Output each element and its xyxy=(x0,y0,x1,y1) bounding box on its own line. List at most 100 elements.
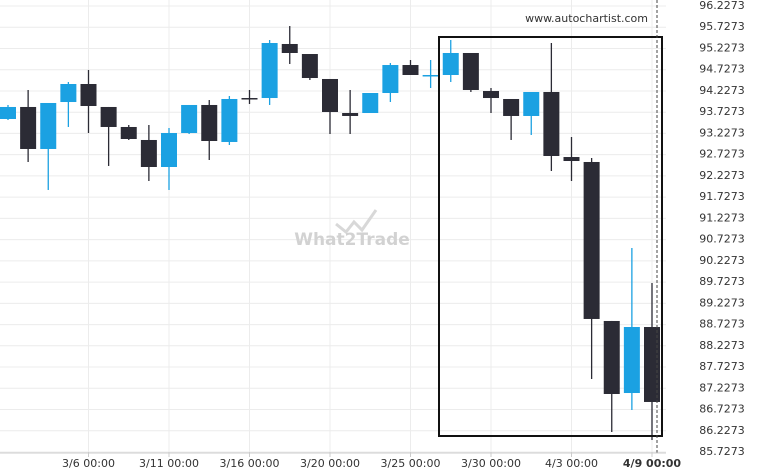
candle xyxy=(483,87,499,114)
candle xyxy=(140,124,157,182)
y-tick-label: 90.7273 xyxy=(699,233,745,246)
candle-body xyxy=(201,104,218,142)
candle xyxy=(623,247,640,411)
candle-body xyxy=(623,327,640,394)
watermark: What2Trade xyxy=(294,209,410,250)
candle-body xyxy=(503,98,520,116)
candle-body xyxy=(0,106,16,119)
candle-body xyxy=(442,52,459,75)
y-tick-label: 91.2273 xyxy=(699,211,745,224)
candle xyxy=(402,59,419,75)
candle xyxy=(161,128,177,190)
y-tick-label: 94.2273 xyxy=(699,84,745,97)
y-tick-label: 86.2273 xyxy=(699,424,745,437)
candle xyxy=(362,93,379,114)
candle-body xyxy=(422,74,439,77)
candle xyxy=(503,98,520,140)
y-tick-label: 93.7273 xyxy=(699,105,745,118)
candle xyxy=(301,54,318,81)
y-tick-label: 92.2273 xyxy=(699,169,745,182)
x-tick-label: 3/11 00:00 xyxy=(139,457,199,470)
y-tick-label: 96.2273 xyxy=(699,0,745,12)
candle xyxy=(442,39,459,83)
candle-body xyxy=(382,65,399,94)
candle xyxy=(523,91,540,136)
candle xyxy=(120,124,137,140)
candle-body xyxy=(563,157,580,162)
candle xyxy=(241,89,258,105)
candle-body xyxy=(603,320,620,394)
candle xyxy=(20,89,37,162)
x-tick-label: 4/9 00:00 xyxy=(623,457,682,470)
candle xyxy=(181,104,198,134)
candle xyxy=(201,100,218,160)
candle-body xyxy=(281,43,298,53)
candle-body xyxy=(241,98,258,100)
candle xyxy=(603,320,620,433)
candle xyxy=(322,78,338,134)
candle xyxy=(382,63,399,103)
candle xyxy=(100,106,117,166)
candle-body xyxy=(583,161,600,319)
x-tick-label: 3/30 00:00 xyxy=(461,457,521,470)
candle-body xyxy=(322,78,338,112)
candle xyxy=(342,89,359,134)
y-tick-label: 88.2273 xyxy=(699,339,745,352)
candle xyxy=(261,39,278,105)
x-tick-label: 3/16 00:00 xyxy=(220,457,280,470)
candle-body xyxy=(362,93,379,114)
candle-body xyxy=(100,106,117,127)
candle-body xyxy=(402,65,419,75)
candle-body xyxy=(40,102,57,149)
y-tick-label: 89.7273 xyxy=(699,275,745,288)
candle xyxy=(644,282,660,440)
candle-body xyxy=(483,91,499,99)
source-label: www.autochartist.com xyxy=(525,12,648,25)
candle-body xyxy=(543,91,560,156)
y-tick-label: 87.7273 xyxy=(699,360,745,373)
candle-body xyxy=(462,52,479,90)
watermark-icon xyxy=(335,209,378,235)
y-tick-label: 89.2273 xyxy=(699,296,745,309)
y-tick-label: 91.7273 xyxy=(699,190,745,203)
y-tick-label: 85.7273 xyxy=(699,445,745,458)
candle-body xyxy=(261,43,278,99)
candle xyxy=(563,137,580,182)
candle-body xyxy=(301,54,318,79)
candle xyxy=(281,26,298,64)
candle-body xyxy=(342,113,359,116)
candle-body xyxy=(60,83,77,103)
x-tick-label: 3/20 00:00 xyxy=(300,457,360,470)
candle xyxy=(462,52,479,92)
y-tick-label: 92.7273 xyxy=(699,148,745,161)
y-tick-label: 88.7273 xyxy=(699,318,745,331)
y-tick-label: 86.7273 xyxy=(699,403,745,416)
candle xyxy=(543,43,560,171)
candle-body xyxy=(644,327,660,402)
candle xyxy=(583,157,600,379)
grid-layer xyxy=(0,0,666,453)
y-tick-label: 90.2273 xyxy=(699,254,745,267)
y-tick-label: 94.7273 xyxy=(699,63,745,76)
candle-body xyxy=(161,133,177,167)
x-tick-label: 3/25 00:00 xyxy=(381,457,441,470)
candle xyxy=(221,96,238,145)
candle xyxy=(422,59,439,88)
candle xyxy=(40,102,57,190)
candle-body xyxy=(120,126,137,140)
candles xyxy=(0,26,660,440)
candle xyxy=(0,104,16,121)
y-tick-label: 87.2273 xyxy=(699,381,745,394)
candle-body xyxy=(140,139,157,167)
x-tick-label: 4/3 00:00 xyxy=(545,457,598,470)
candle-body xyxy=(221,98,238,142)
x-tick-label: 3/6 00:00 xyxy=(62,457,115,470)
candle-body xyxy=(181,104,198,134)
y-tick-label: 95.7273 xyxy=(699,20,745,33)
watermark-text: What2Trade xyxy=(294,230,410,250)
highlight-box xyxy=(438,36,663,437)
y-tick-label: 95.2273 xyxy=(699,41,745,54)
candle-body xyxy=(20,106,37,149)
candle-body xyxy=(523,91,540,116)
